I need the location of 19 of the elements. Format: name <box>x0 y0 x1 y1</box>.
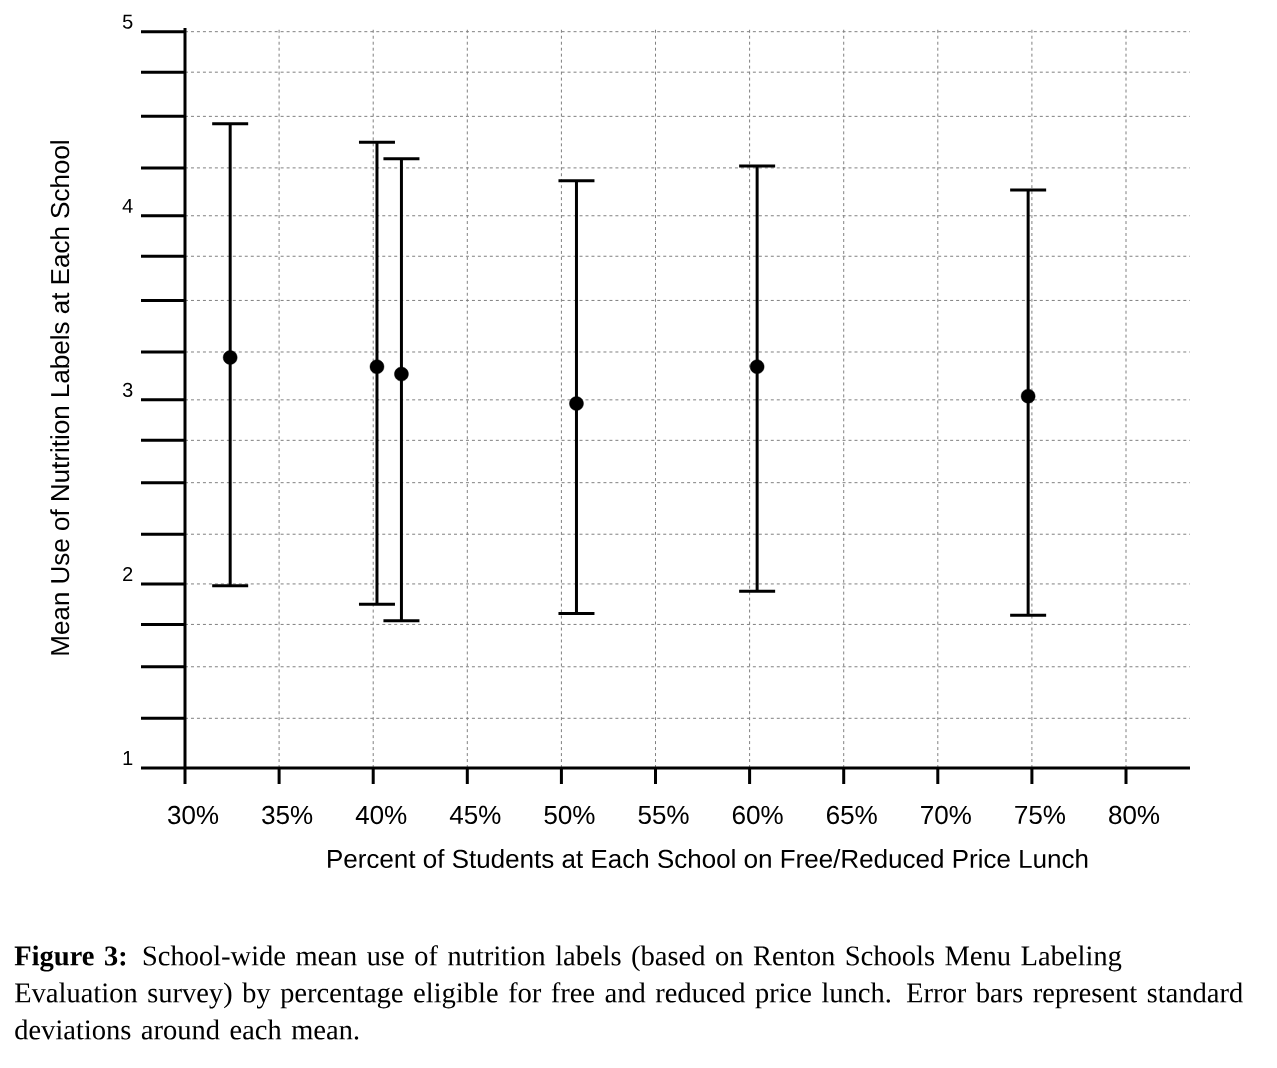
x-tick-label: 80% <box>1109 805 1160 825</box>
x-tick-label: 70% <box>921 805 971 825</box>
y-tick-label: 4 <box>122 198 133 213</box>
y-tick-label: 3 <box>122 382 133 397</box>
x-tick-label: 50% <box>544 805 595 825</box>
y-tick-label: 5 <box>122 14 133 29</box>
x-axis-title: Percent of Students at Each School on Free/Reduced Price Lunch <box>328 849 1088 869</box>
x-tick-label: 40% <box>355 805 407 825</box>
x-tick-label: 30% <box>167 805 219 825</box>
x-tick-label: 35% <box>262 805 313 825</box>
x-tick-label: 75% <box>1015 805 1065 825</box>
x-tick-label: 65% <box>827 805 877 825</box>
y-axis-title: Mean Use of Nutrition Labels at Each School <box>50 141 70 655</box>
text: Figure 3: School-wide mean use of nutrition labels (based on Renton Schools Menu Labeling Evaluation survey) by percentage eligible for free and reduced price lunch. Error bars represent standard deviations around each mean. <box>14 945 1243 1040</box>
x-tick-label: 55% <box>638 805 689 825</box>
y-tick-label: 2 <box>123 566 133 581</box>
x-tick-label: 60% <box>732 805 783 825</box>
y-tick-label: 1 <box>123 751 133 765</box>
x-tick-label: 45% <box>449 805 501 825</box>
